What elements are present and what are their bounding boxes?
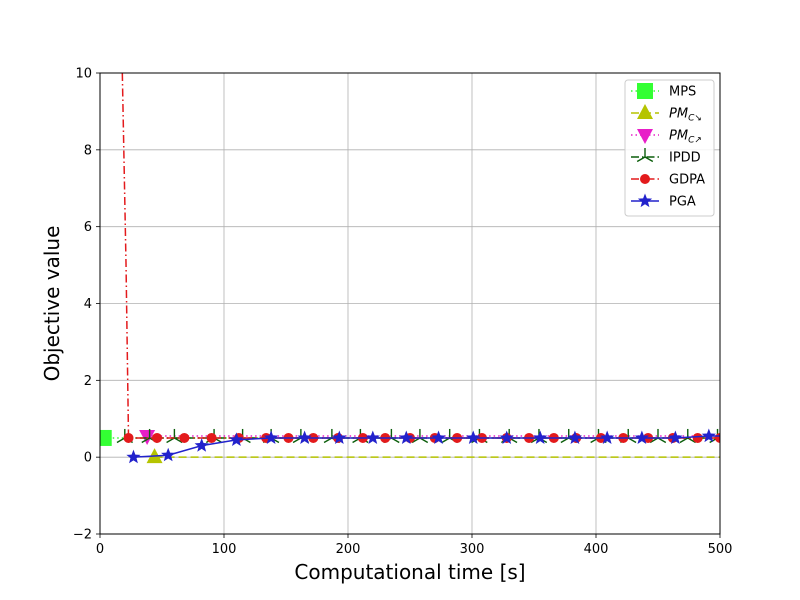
data-point — [600, 430, 615, 445]
data-point — [399, 430, 414, 445]
y-tick-label: 6 — [84, 220, 92, 235]
axis-ticks: 0 100 200 300 400 500 −2 0 2 4 6 8 10 — [73, 67, 733, 558]
data-point — [263, 430, 279, 445]
y-tick-label: 8 — [84, 143, 92, 158]
y-tick-label: 2 — [84, 374, 92, 389]
legend-marker — [637, 104, 653, 119]
x-tick-label: 300 — [460, 542, 485, 557]
legend-marker — [636, 148, 654, 163]
data-point — [126, 449, 141, 464]
data-point — [332, 430, 347, 445]
data-point — [194, 438, 209, 452]
marker-arm — [116, 437, 126, 444]
legend-label: MPS — [669, 85, 696, 100]
data-point — [365, 430, 380, 445]
marker-arm — [636, 156, 646, 163]
y-tick-label: −2 — [73, 528, 92, 543]
y-tick-label: 0 — [84, 451, 92, 466]
legend-label-arrow: ↗ — [694, 136, 702, 146]
data-point — [499, 430, 514, 445]
legend-label: PMC↘ — [669, 107, 702, 124]
legend-marker — [637, 193, 653, 208]
legend-item: MPS — [631, 83, 696, 100]
data-point — [123, 432, 134, 443]
y-tick-label: 4 — [84, 297, 92, 312]
data-point — [229, 432, 244, 446]
legend-marker — [640, 174, 650, 184]
marker-arm — [242, 437, 251, 444]
data-point — [431, 430, 446, 445]
data-point — [100, 429, 112, 446]
legend-item: PMC↗ — [631, 129, 702, 146]
data-point — [701, 428, 716, 443]
data-point — [567, 430, 583, 445]
marker-arm — [174, 437, 183, 444]
legend-label-subscript: C — [688, 136, 695, 146]
legend-label-main: PM — [669, 129, 688, 144]
legend-item: PMC↘ — [631, 104, 702, 124]
marker-arm — [644, 156, 654, 163]
legend-label-main: PM — [669, 107, 688, 122]
plot-area — [100, 73, 720, 464]
series-pga — [126, 428, 720, 464]
y-axis-label: Objective value — [40, 226, 64, 382]
data-point — [692, 432, 703, 443]
data-point — [297, 430, 312, 445]
data-point — [466, 430, 481, 445]
marker-arm — [679, 437, 689, 444]
legend-item: PGA — [631, 193, 696, 210]
legend-label: IPDD — [669, 151, 701, 166]
marker-arm — [141, 437, 150, 444]
series-gdpa — [121, 73, 720, 443]
legend-label-arrow: ↘ — [694, 114, 702, 124]
x-tick-label: 100 — [212, 542, 237, 557]
data-point — [206, 432, 217, 443]
data-point — [179, 432, 190, 443]
legend-label: PGA — [669, 195, 696, 210]
legend-label-subscript: C — [688, 114, 695, 124]
x-tick-label: 400 — [584, 542, 609, 557]
legend-label: PMC↗ — [669, 129, 702, 146]
data-point — [533, 430, 548, 445]
data-point — [161, 447, 176, 462]
x-tick-label: 0 — [96, 542, 104, 557]
legend-item: GDPA — [631, 173, 705, 188]
x-tick-label: 200 — [336, 542, 361, 557]
x-axis-label: Computational time [s] — [294, 560, 525, 584]
legend-label: GDPA — [669, 173, 705, 188]
data-point — [668, 430, 683, 445]
legend-item: IPDD — [631, 148, 701, 166]
legend-marker — [637, 129, 653, 144]
data-point — [634, 430, 650, 445]
data-point — [152, 432, 163, 443]
series-line — [121, 73, 720, 439]
x-tick-label: 500 — [708, 542, 733, 557]
y-tick-label: 10 — [75, 67, 92, 82]
legend-marker — [637, 83, 653, 99]
